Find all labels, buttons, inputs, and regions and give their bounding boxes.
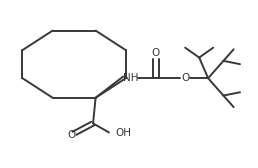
Text: NH: NH	[123, 73, 138, 83]
Text: OH: OH	[116, 128, 132, 138]
Text: O: O	[181, 73, 189, 83]
Text: O: O	[67, 130, 76, 140]
Text: O: O	[152, 48, 160, 58]
